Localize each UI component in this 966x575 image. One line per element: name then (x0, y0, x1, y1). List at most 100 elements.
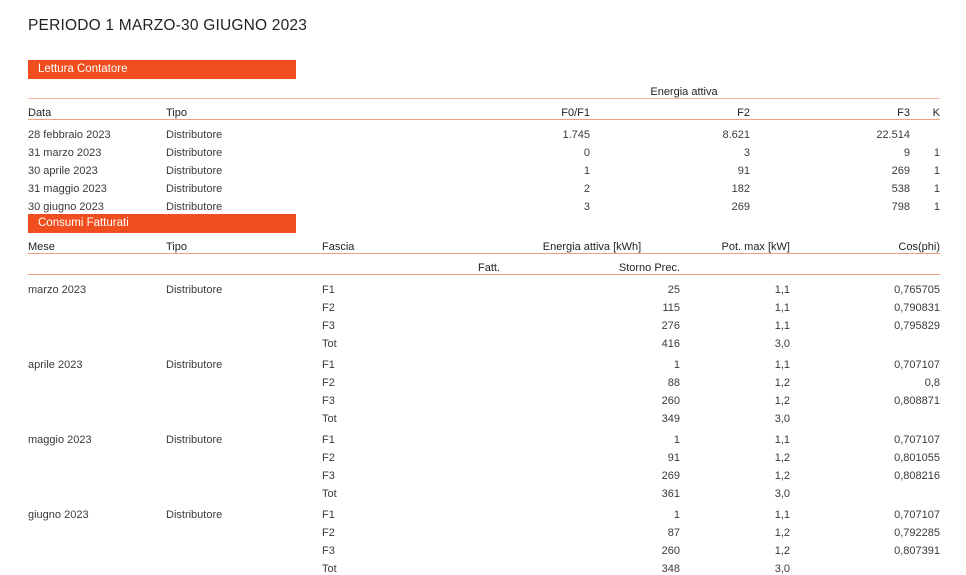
cell-cosphi: 0,790831 (894, 301, 940, 314)
cell-k: 1 (933, 182, 940, 195)
table-row: F2 87 1,2 0,792285 (28, 521, 940, 539)
table-row: maggio 2023 Distributore F1 1 1,1 0,7071… (28, 425, 940, 446)
cell-tipo-empty (166, 521, 322, 539)
cell-potmax: 3,0 (774, 562, 790, 575)
cell-fascia: F2 (322, 451, 335, 464)
cell-tipo-empty (166, 371, 322, 389)
cell-f0f1: 3 (583, 200, 590, 213)
col-header-pot-max-kw: Pot. max [kW] (682, 232, 792, 254)
meter-reading-header-row: Data Tipo F0/F1 F2 F3 K (28, 97, 940, 120)
cell-tipo: Distributore (166, 200, 223, 213)
cell-fascia: F2 (322, 526, 335, 539)
table-row: F3 260 1,2 0,807391 (28, 539, 940, 557)
cell-fatt: 91 (667, 451, 680, 464)
cell-tipo-empty (166, 314, 322, 332)
cell-potmax: 3,0 (774, 337, 790, 350)
table-row-total: Tot 348 3,0 (28, 557, 940, 575)
cell-f2: 182 (731, 182, 750, 195)
cell-fascia: F3 (322, 469, 335, 482)
billed-consumption-header-row: Mese Tipo Fascia Energia attiva [kWh] Po… (28, 232, 940, 254)
group-header-blank-2 (166, 78, 456, 98)
subheader-blank-4 (792, 253, 940, 275)
cell-tipo-empty (166, 446, 322, 464)
cell-mese-empty (28, 314, 166, 332)
section-banner-consumi-fatturati: Consumi Fatturati (28, 214, 296, 233)
cell-f2: 269 (731, 200, 750, 213)
cell-fascia: F3 (322, 319, 335, 332)
cell-potmax: 1,1 (774, 301, 790, 314)
cell-mese-empty (28, 464, 166, 482)
cell-f3: 538 (891, 182, 910, 195)
cell-cosphi: 0,707107 (894, 358, 940, 371)
cell-tipo-empty (166, 482, 322, 500)
cell-data: 31 maggio 2023 (28, 182, 107, 195)
col-header-k: K (912, 97, 940, 120)
cell-potmax: 1,2 (774, 394, 790, 407)
cell-fatt: 348 (661, 562, 680, 575)
cell-mese: giugno 2023 (28, 508, 89, 521)
cell-potmax: 1,1 (774, 508, 790, 521)
cell-fascia: Tot (322, 562, 337, 575)
cell-k (912, 119, 940, 141)
section-banner-lettura-contatore: Lettura Contatore (28, 60, 296, 79)
cell-f2: 91 (737, 164, 750, 177)
col-header-mese: Mese (28, 232, 166, 254)
col-header-f2: F2 (592, 97, 752, 120)
cell-tipo: Distributore (166, 182, 223, 195)
cell-fascia: F1 (322, 508, 335, 521)
cell-mese-empty (28, 521, 166, 539)
cell-cosphi (792, 482, 940, 500)
cell-potmax: 3,0 (774, 487, 790, 500)
cell-data: 30 aprile 2023 (28, 164, 98, 177)
cell-mese-empty (28, 332, 166, 350)
subheader-fatt: Fatt. (322, 253, 502, 275)
col-header-data: Data (28, 97, 166, 120)
cell-k: 1 (933, 146, 940, 159)
table-row: F3 260 1,2 0,808871 (28, 389, 940, 407)
meter-reading-table: Energia attiva Data Tipo F0/F1 F2 F3 K 2… (28, 78, 940, 213)
cell-data: 31 marzo 2023 (28, 146, 102, 159)
cell-cosphi (792, 332, 940, 350)
cell-tipo: Distributore (166, 508, 223, 521)
cell-f3: 798 (891, 200, 910, 213)
cell-f3: 9 (903, 146, 910, 159)
cell-mese: marzo 2023 (28, 283, 87, 296)
cell-tipo-empty (166, 464, 322, 482)
table-row: F2 88 1,2 0,8 (28, 371, 940, 389)
cell-mese-empty (28, 407, 166, 425)
cell-f3: 269 (891, 164, 910, 177)
table-row: 31 maggio 2023 Distributore 2 182 538 1 (28, 177, 940, 195)
cell-fascia: F2 (322, 376, 335, 389)
cell-fascia: F3 (322, 394, 335, 407)
page-title: PERIODO 1 MARZO-30 GIUGNO 2023 (28, 17, 308, 34)
cell-tipo-empty (166, 389, 322, 407)
cell-fascia: F1 (322, 358, 335, 371)
col-header-tipo: Tipo (166, 232, 322, 254)
cell-f0f1: 1 (583, 164, 590, 177)
cell-cosphi: 0,807391 (894, 544, 940, 557)
cell-f2: 8.621 (722, 128, 750, 141)
subheader-blank-1 (28, 253, 166, 275)
table-row: F3 269 1,2 0,808216 (28, 464, 940, 482)
table-row: F2 115 1,1 0,790831 (28, 296, 940, 314)
cell-potmax: 1,1 (774, 433, 790, 446)
table-row: 28 febbraio 2023 Distributore 1.745 8.62… (28, 119, 940, 141)
cell-fascia: F2 (322, 301, 335, 314)
table-row: aprile 2023 Distributore F1 1 1,1 0,7071… (28, 350, 940, 371)
cell-k: 1 (933, 164, 940, 177)
cell-potmax: 1,2 (774, 469, 790, 482)
cell-cosphi: 0,792285 (894, 526, 940, 539)
cell-mese-empty (28, 371, 166, 389)
cell-f0f1: 1.745 (562, 128, 590, 141)
table-row: giugno 2023 Distributore F1 1 1,1 0,7071… (28, 500, 940, 521)
col-header-f0f1: F0/F1 (456, 97, 592, 120)
cell-cosphi: 0,795829 (894, 319, 940, 332)
cell-cosphi: 0,707107 (894, 508, 940, 521)
cell-fatt: 115 (662, 301, 680, 314)
table-row-total: Tot 361 3,0 (28, 482, 940, 500)
cell-tipo-empty (166, 332, 322, 350)
table-row-total: Tot 416 3,0 (28, 332, 940, 350)
cell-tipo: Distributore (166, 358, 223, 371)
cell-fascia: Tot (322, 337, 337, 350)
subheader-blank-3 (682, 253, 792, 275)
